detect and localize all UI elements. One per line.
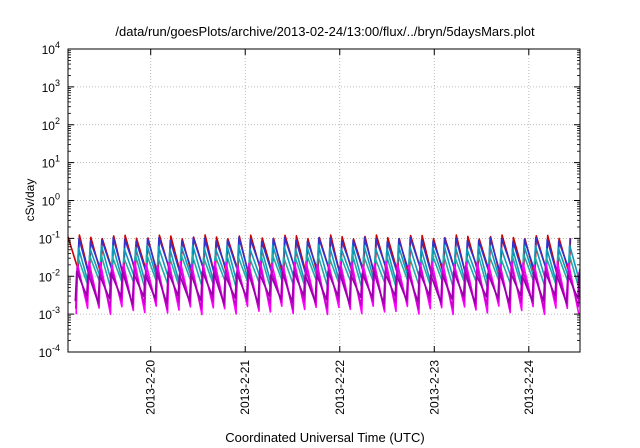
y-tick-label: 100 [42,192,60,209]
x-tick-label: 2013-2-22 [333,360,347,415]
y-tick-label: 10-2 [39,267,60,284]
y-tick-exponent: 1 [55,154,60,164]
y-tick-exponent: -4 [52,343,60,353]
y-tick-exponent: -2 [52,267,60,277]
y-tick-label: 104 [42,40,60,57]
y-tick-base: 10 [39,232,53,246]
y-tick-exponent: -3 [52,305,60,315]
y-tick-base: 10 [42,195,56,209]
y-tick-base: 10 [42,119,56,133]
x-tick-label: 2013-2-21 [238,360,252,415]
y-tick-label: 101 [42,154,60,171]
y-tick-base: 10 [39,308,53,322]
y-tick-exponent: -1 [52,229,60,239]
y-axis-label: cSv/day [23,179,37,222]
y-tick-base: 10 [39,346,53,360]
x-axis: 2013-2-20 2013-2-21 2013-2-22 2013-2-23 2013… [144,49,536,415]
y-tick-base: 10 [42,43,56,57]
y-tick-exponent: 0 [55,192,60,202]
chart-title: /data/run/goesPlots/archive/2013-02-24/1… [115,24,535,39]
data-series-line [74,270,580,305]
y-tick-exponent: 2 [55,116,60,126]
y-tick-exponent: 4 [55,40,60,50]
series-layer [67,234,581,316]
x-tick-label: 2013-2-20 [144,360,158,415]
y-tick-base: 10 [39,270,53,284]
y-tick-exponent: 3 [55,78,60,88]
y-tick-base: 10 [42,81,56,95]
y-tick-label: 10-1 [39,229,60,246]
y-tick-label: 10-4 [39,343,60,360]
y-tick-label: 102 [42,116,60,133]
y-tick-base: 10 [42,157,56,171]
x-tick-label: 2013-2-24 [522,360,536,415]
y-tick-label: 10-3 [39,305,60,322]
x-axis-label: Coordinated Universal Time (UTC) [225,430,424,445]
y-tick-label: 103 [42,78,60,95]
x-tick-label: 2013-2-23 [427,360,441,415]
